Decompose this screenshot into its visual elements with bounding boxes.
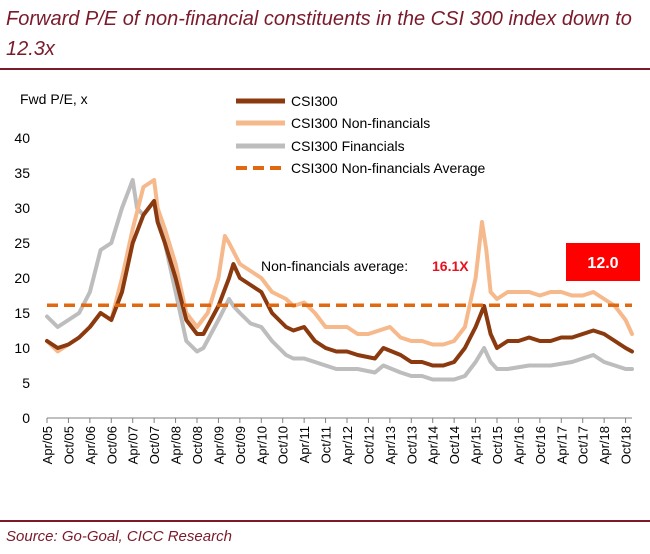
average-annotation-label: Non-financials average: — [261, 258, 408, 274]
x-tick-label: Oct/16 — [533, 426, 548, 464]
financials-line — [45, 178, 634, 382]
legend-item-non-financials-label: CSI300 Non-financials — [291, 115, 430, 131]
x-tick-label: Apr/05 — [40, 426, 55, 464]
y-tick-label: 10 — [14, 340, 30, 356]
x-tick-label: Oct/11 — [319, 426, 334, 463]
x-tick-label: Apr/09 — [211, 426, 226, 464]
y-axis-label: Fwd P/E, x — [20, 91, 88, 107]
x-tick-label: Oct/14 — [447, 426, 462, 464]
y-tick-label: 35 — [14, 165, 30, 181]
x-tick-label: Apr/06 — [83, 426, 98, 464]
x-tick-label: Apr/08 — [169, 426, 184, 464]
x-tick-label: Oct/07 — [147, 426, 162, 464]
chart-title: Forward P/E of non-financial constituent… — [6, 8, 632, 60]
legend-item-average-label: CSI300 Non-financials Average — [291, 160, 486, 176]
x-tick-label: Oct/12 — [361, 426, 376, 464]
x-tick-label: Oct/13 — [404, 426, 419, 464]
x-tick-label: Apr/18 — [597, 426, 612, 464]
x-tick-label: Apr/10 — [254, 426, 269, 464]
y-tick-label: 0 — [22, 410, 30, 426]
y-tick-label: 25 — [14, 235, 30, 251]
x-tick-label: Apr/15 — [469, 426, 484, 464]
x-tick-label: Apr/13 — [383, 426, 398, 464]
y-tick-label: 40 — [14, 130, 30, 146]
legend-item-csi300-label: CSI300 — [291, 93, 338, 109]
source-note: Source: Go-Goal, CICC Research — [6, 528, 232, 545]
x-tick-label: Oct/17 — [576, 426, 591, 464]
x-tick-label: Apr/11 — [297, 426, 312, 463]
x-tick-label: Oct/18 — [619, 426, 634, 464]
x-tick-label: Apr/12 — [340, 426, 355, 464]
legend-item-financials-label: CSI300 Financials — [291, 138, 405, 154]
x-tick-label: Oct/06 — [104, 426, 119, 464]
x-tick-label: Apr/07 — [126, 426, 141, 464]
y-tick-label: 5 — [22, 375, 30, 391]
average-annotation-value: 16.1X — [432, 258, 469, 274]
x-tick-label: Oct/08 — [190, 426, 205, 464]
csi300-line — [45, 199, 634, 368]
x-tick-label: Oct/15 — [490, 426, 505, 464]
y-tick-label: 30 — [14, 200, 30, 216]
source-rule — [0, 520, 650, 522]
x-tick-label: Oct/10 — [276, 426, 291, 464]
y-tick-label: 20 — [14, 270, 30, 286]
y-tick-label: 15 — [14, 305, 30, 321]
x-tick-label: Oct/05 — [61, 426, 76, 464]
x-tick-label: Apr/14 — [426, 426, 441, 464]
callout-value: 12.0 — [587, 255, 618, 272]
x-tick-label: Apr/17 — [554, 426, 569, 464]
title-rule — [0, 68, 650, 70]
callout-box — [566, 243, 640, 281]
non-financials-line — [45, 178, 634, 354]
x-tick-label: Apr/16 — [511, 426, 526, 464]
x-tick-label: Oct/09 — [233, 426, 248, 464]
